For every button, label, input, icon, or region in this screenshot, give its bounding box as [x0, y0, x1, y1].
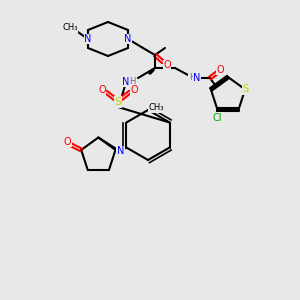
Text: N: N [117, 146, 124, 157]
Text: S: S [242, 84, 248, 94]
Text: O: O [130, 85, 138, 95]
Text: S: S [114, 97, 122, 107]
Text: H: H [129, 77, 135, 86]
Text: O: O [216, 65, 224, 75]
Text: N: N [124, 34, 132, 44]
Text: N: N [193, 73, 201, 83]
Text: O: O [98, 85, 106, 95]
Text: N: N [122, 77, 130, 87]
Text: CH₃: CH₃ [62, 23, 78, 32]
Text: O: O [63, 137, 71, 147]
Text: N: N [84, 34, 92, 44]
Text: H: H [189, 74, 195, 82]
Text: O: O [163, 60, 171, 70]
Text: CH₃: CH₃ [148, 103, 164, 112]
Text: Cl: Cl [213, 112, 222, 123]
